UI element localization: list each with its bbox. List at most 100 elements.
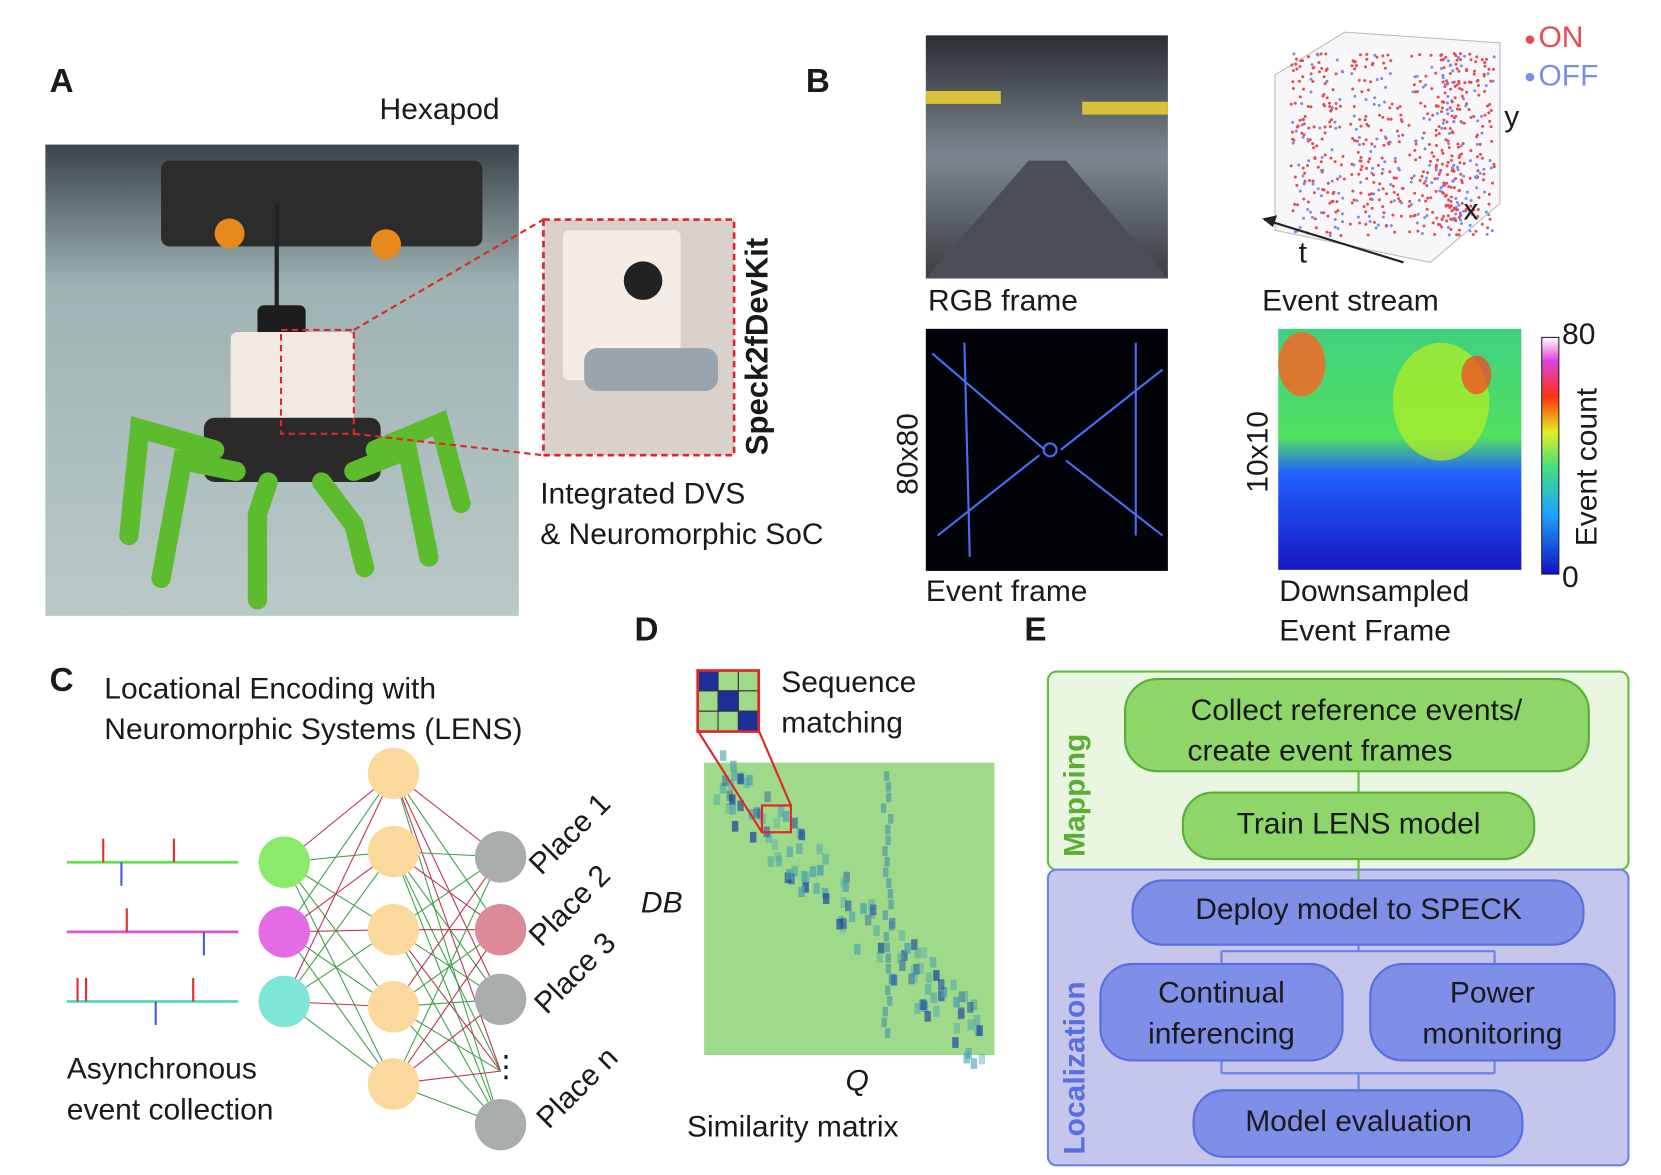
event-dot [1318,126,1322,130]
event-dot [1441,191,1445,195]
inset-cell [697,669,719,692]
match-link [696,729,763,833]
event-dot [1367,193,1371,197]
event-dot [1396,193,1400,197]
event-dot [1331,88,1335,92]
event-dot [1440,126,1444,130]
event-dot [1368,219,1372,223]
event-dot [1298,118,1302,122]
caption-line: Integrated DVS [540,477,745,510]
event-dot [1468,176,1472,180]
colorbar [1541,336,1560,575]
event-dot [1447,185,1451,189]
event-dot [1297,79,1301,83]
event-dot [1372,192,1376,196]
event-dot [1428,163,1432,167]
event-dot [1398,104,1402,108]
event-dot [1489,79,1493,83]
event-dot [1315,144,1319,148]
event-dot [1369,80,1373,84]
matrix-cell [848,911,856,923]
event-dot [1443,83,1447,87]
frame-size: 10x10 [1242,411,1275,493]
event-dot [1418,156,1422,160]
event-dot [1484,84,1488,88]
section-label: Mapping [1058,734,1091,857]
event-dot [1352,198,1356,202]
synapse [283,851,394,1002]
matrix-cell [885,985,891,996]
event-dot [1291,87,1295,91]
photo-legs [119,409,471,610]
zoom-line [353,218,544,331]
event-dot [1373,144,1377,148]
step-box [1131,879,1585,946]
matrix-cell [713,794,721,806]
event-dot [1450,109,1454,113]
event-dot [1435,216,1439,220]
event-dot [1450,114,1454,118]
event-dot [1440,106,1444,110]
arrow-head [1262,215,1278,228]
event-dot [1364,114,1368,118]
zoom-source [279,328,355,435]
axis-label: t [1299,236,1308,269]
event-dot [1452,169,1456,173]
event-dot [1408,230,1412,234]
event-dot [1480,222,1484,226]
event-dot [1397,168,1401,172]
event-dot [1422,181,1426,185]
event-dot [1291,209,1295,213]
event-dot [1300,123,1304,127]
matrix-cell [836,918,843,930]
panel-b: B RGB frame t x y ON OFF Event stream 80… [806,21,1603,647]
event-dot [1472,72,1476,76]
event-dot [1320,155,1324,159]
event-dot [1455,165,1459,169]
synapse [283,773,394,933]
matrix-cell [802,881,809,893]
event-dot [1436,176,1440,180]
event-dot [1480,58,1484,62]
event-dot [1423,104,1427,108]
event-dot [1350,162,1354,166]
event-dot [1389,183,1393,187]
event-dot [1330,179,1334,183]
event-dot [1334,101,1338,105]
event-dot [1351,136,1355,140]
step-text: Continual [1158,977,1285,1010]
event-dot [1474,60,1478,64]
event-dot [1447,233,1451,237]
event-dot [1471,212,1475,216]
matrix-cell [914,947,921,959]
axis-label: x [1464,194,1479,227]
synapse [393,929,502,1072]
event-dot [1306,137,1310,141]
event-dot [1409,203,1413,207]
matrix-cell [973,1015,981,1026]
matrix-cell [882,846,888,856]
step-box [1192,1089,1524,1158]
event-dot [1414,158,1418,162]
event-dot [1300,102,1304,106]
event-dot [1483,113,1487,117]
event-dot [1397,140,1401,144]
event-dot [1363,79,1367,83]
event-dot [1364,65,1368,69]
event-dot [1413,213,1417,217]
matrix-cell [886,792,892,803]
event-dot [1444,204,1448,208]
event-dot [1371,61,1375,65]
event-dot [1387,142,1391,146]
matrix-cell [771,839,779,850]
matrix-cell [888,974,895,985]
event-dot [1309,90,1313,94]
step-box [1099,962,1344,1062]
event-dot [1341,70,1345,74]
event-dot [1492,165,1496,169]
legend-label: ON [1538,21,1583,54]
matrix-cell [938,979,945,990]
event-dot [1434,163,1438,167]
matrix-cell [777,806,785,817]
photo-stripe [1082,101,1168,115]
